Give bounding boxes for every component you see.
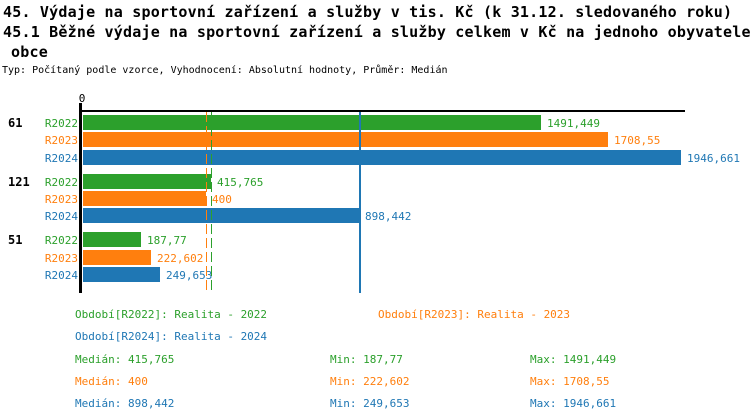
legend-item-r2022: Období[R2022]: Realita - 2022 [75, 308, 268, 321]
stat-median-r2023: Medián: 400 [75, 375, 148, 388]
stat-max-r2024: Max: 1946,661 [530, 397, 617, 410]
series-row-label: R2023 [44, 252, 78, 265]
bar [83, 150, 681, 165]
stat-min-r2022: Min: 187,77 [330, 353, 403, 366]
chart-meta-line: Typ: Počítaný podle vzorce, Vyhodnocení:… [2, 65, 448, 76]
bar-value-label: 898,442 [365, 210, 412, 223]
legend-item-r2024: Období[R2024]: Realita - 2024 [75, 330, 268, 343]
y-axis-line [79, 103, 82, 293]
series-row-label: R2024 [44, 210, 78, 223]
stat-max-r2023: Max: 1708,55 [530, 375, 610, 388]
bar [83, 267, 160, 282]
median-line [206, 112, 207, 293]
series-row-label: R2022 [44, 176, 78, 189]
group-label: 61 [8, 116, 23, 130]
legend-item-r2023: Období[R2023]: Realita - 2023 [378, 308, 571, 321]
bar-value-label: 222,602 [157, 252, 204, 265]
bar [83, 250, 151, 265]
series-row-label: R2022 [44, 117, 78, 130]
stat-median-r2024: Medián: 898,442 [75, 397, 175, 410]
bar-value-label: 187,77 [147, 234, 187, 247]
stat-median-r2022: Medián: 415,765 [75, 353, 175, 366]
median-line [211, 112, 212, 293]
series-row-label: R2024 [44, 269, 78, 282]
chart-title-line2: 45.1 Běžné výdaje na sportovní zařízení … [3, 23, 750, 41]
group-label: 121 [8, 175, 30, 189]
bar-value-label: 1946,661 [687, 152, 740, 165]
x-axis-line [79, 110, 685, 112]
stat-max-r2022: Max: 1491,449 [530, 353, 617, 366]
bar-value-label: 1708,55 [614, 134, 661, 147]
group-label: 51 [8, 233, 23, 247]
series-row-label: R2022 [44, 234, 78, 247]
bar-value-label: 249,653 [166, 269, 213, 282]
series-row-label: R2023 [44, 134, 78, 147]
bar [83, 208, 359, 223]
bar-value-label: 1491,449 [547, 117, 600, 130]
median-line [359, 112, 361, 293]
stat-min-r2024: Min: 249,653 [330, 397, 410, 410]
bar-value-label: 415,765 [217, 176, 264, 189]
bar [83, 115, 541, 130]
bar [83, 132, 608, 147]
stat-min-r2023: Min: 222,602 [330, 375, 410, 388]
x-axis-tick-label: 0 [78, 92, 86, 105]
bar [83, 174, 211, 189]
series-row-label: R2024 [44, 152, 78, 165]
bar [83, 191, 206, 206]
chart-title-line1: 45. Výdaje na sportovní zařízení a služb… [3, 3, 733, 21]
chart-title-line3: obce [11, 43, 48, 61]
bar-value-label: 400 [212, 193, 232, 206]
bar [83, 232, 141, 247]
series-row-label: R2023 [44, 193, 78, 206]
